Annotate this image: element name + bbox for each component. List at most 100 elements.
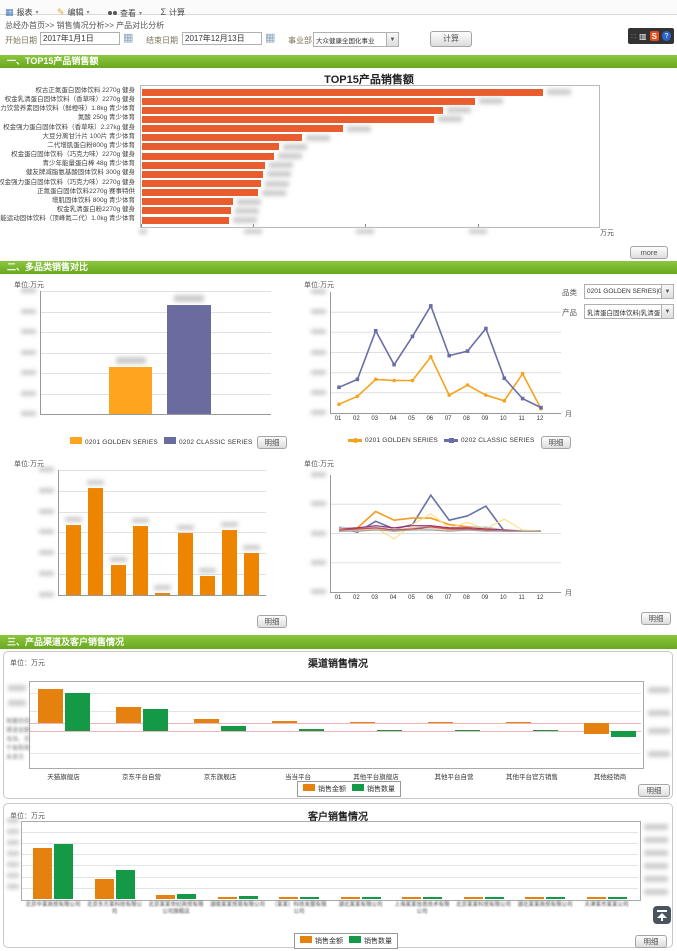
- value-blob: [154, 584, 172, 590]
- top15-value-blob: [262, 189, 287, 196]
- toolbar-item-edit[interactable]: ✎ 编辑 ▾: [57, 7, 90, 18]
- customer-legend: 销售金额 销售数量: [294, 933, 398, 949]
- top15-value-blob: [264, 180, 289, 187]
- x-category-label: 其他平台自营: [434, 774, 474, 781]
- chart-a-legend: 0201 GOLDEN SERIES 0202 CLASSIC SERIES: [70, 437, 253, 446]
- bar-sales-qty: [423, 896, 442, 899]
- pencil-icon: ✎: [56, 7, 65, 17]
- calendar-icon[interactable]: ▦: [123, 32, 134, 44]
- up-arrow-icon: [657, 910, 667, 912]
- toolbar-item-report[interactable]: ▦ 报表 ▾: [5, 7, 39, 18]
- y-tick-blob: [7, 840, 19, 845]
- end-date-input[interactable]: [182, 32, 262, 45]
- x-tick-label: 10: [499, 416, 507, 422]
- bar-sales-qty: [177, 894, 196, 899]
- chart-b-month-label: 月: [565, 411, 572, 418]
- channel-detail-button[interactable]: 明细: [638, 784, 670, 797]
- chevron-down-icon: ▼: [386, 33, 398, 46]
- gridline: [22, 832, 638, 833]
- bar-sales-amount: [33, 848, 52, 899]
- right-tick-blob: [648, 751, 670, 757]
- y-tick-blob: [39, 592, 54, 597]
- y-tick-blob: [21, 329, 36, 334]
- start-date-input[interactable]: [40, 32, 120, 45]
- right-tick-blob: [644, 863, 668, 869]
- y-tick-blob: [21, 411, 36, 416]
- bar-sales-amount: [279, 897, 298, 899]
- calc-button[interactable]: 计算: [430, 31, 472, 47]
- bar-sales-amount: [94, 878, 114, 899]
- top15-value-blob: [232, 217, 257, 224]
- customer-chart-title: 客户销售情况: [308, 812, 368, 823]
- right-tick-blob: [644, 889, 668, 895]
- bar-sales-qty: [299, 729, 324, 731]
- y-tick-blob: [311, 289, 326, 294]
- y-tick-blob: [311, 309, 326, 314]
- bar-sales-amount: [525, 897, 544, 899]
- toolbar-item-label: 报表: [16, 8, 33, 17]
- back-to-top-button[interactable]: [653, 906, 671, 924]
- legend-item: 0202 CLASSIC SERIES: [443, 437, 535, 444]
- calendar-icon[interactable]: ▦: [265, 32, 276, 44]
- y-tick-blob: [7, 862, 19, 867]
- category-select[interactable]: 0201 GOLDEN SERIES|0. ▼: [584, 284, 674, 299]
- gridline: [59, 491, 266, 492]
- gridline: [59, 574, 266, 575]
- chart-d-detail-button[interactable]: 明细: [641, 612, 671, 625]
- chart-a-detail-button[interactable]: 明细: [257, 436, 287, 449]
- toolbar-item-view[interactable]: 查看 ▾: [108, 8, 142, 19]
- legend-a-swatch-0: [70, 437, 82, 444]
- chevron-down-icon: ▼: [661, 285, 673, 298]
- legend-item: 销售数量: [349, 936, 392, 946]
- section2-header: 二、多品类销售对比: [0, 261, 677, 274]
- bar-sales-qty: [54, 843, 73, 899]
- y-tick-blob: [311, 531, 326, 536]
- grip-icon[interactable]: ∷: [631, 31, 637, 41]
- channel-legend-swatch-0: [303, 784, 315, 791]
- x-category-label: 天津某市某某公司: [584, 902, 629, 908]
- chart-mini-icon[interactable]: ▥: [639, 31, 647, 41]
- toolbar-item-label: 查看: [120, 8, 136, 18]
- x-category-label: 北京东方某科技有限公司: [86, 902, 142, 915]
- y-tick-blob: [7, 851, 19, 856]
- chart-b-detail-button[interactable]: 明细: [541, 436, 571, 449]
- top15-bar: [142, 161, 266, 169]
- right-tick-blob: [644, 824, 668, 830]
- brand-s-icon[interactable]: S: [649, 31, 659, 41]
- top15-category-label: 权金蛋白固体饮料（巧克力味）2270g 健身: [11, 151, 135, 159]
- y-tick-blob: [311, 589, 326, 594]
- binoculars-icon: [108, 11, 112, 15]
- x-tick-label: 08: [463, 416, 470, 422]
- division-select[interactable]: 大众健康全国化事业 ▼: [313, 32, 399, 47]
- x-tick-label: 04: [389, 595, 397, 601]
- top15-plot: [139, 85, 600, 234]
- x-tick-label: 07: [444, 416, 452, 422]
- top15-category-label: 正氮蛋白固体饮料2270g 赛事特供: [37, 187, 135, 195]
- channel-legend-swatch-1: [352, 784, 364, 791]
- x-tick-label: 04: [389, 416, 397, 422]
- chart-c-plot: [39, 467, 266, 597]
- bar-sales-qty: [455, 729, 480, 731]
- toolbar-item-calc[interactable]: Σ 计算: [160, 7, 185, 18]
- bar: [109, 367, 152, 414]
- chart-c-unit: 单位:万元: [14, 461, 44, 468]
- y-tick-blob: [21, 350, 36, 355]
- gridline: [30, 753, 641, 754]
- product-select[interactable]: 乳清蛋白固体饮料|乳清蛋 ▼: [584, 304, 674, 319]
- customer-legend-swatch-0: [300, 936, 312, 943]
- x-tick-label: 05: [408, 416, 415, 422]
- customer-detail-button[interactable]: 明细: [635, 935, 667, 948]
- top15-more-button[interactable]: more: [630, 246, 668, 259]
- table-icon: ▦: [5, 7, 14, 17]
- right-tick-blob: [644, 876, 668, 882]
- help-icon[interactable]: ?: [661, 31, 671, 41]
- top15-value-blob: [266, 171, 291, 178]
- chart-c-detail-button[interactable]: 明细: [257, 615, 287, 628]
- x-tick-label: 07: [444, 595, 452, 601]
- top15-value-blob: [547, 89, 572, 95]
- legend-a-swatch-1: [163, 437, 176, 444]
- chart-d-month-label: 月: [565, 590, 572, 597]
- redacted-note-line: 渠道金额: [6, 728, 31, 734]
- gridline: [41, 353, 271, 354]
